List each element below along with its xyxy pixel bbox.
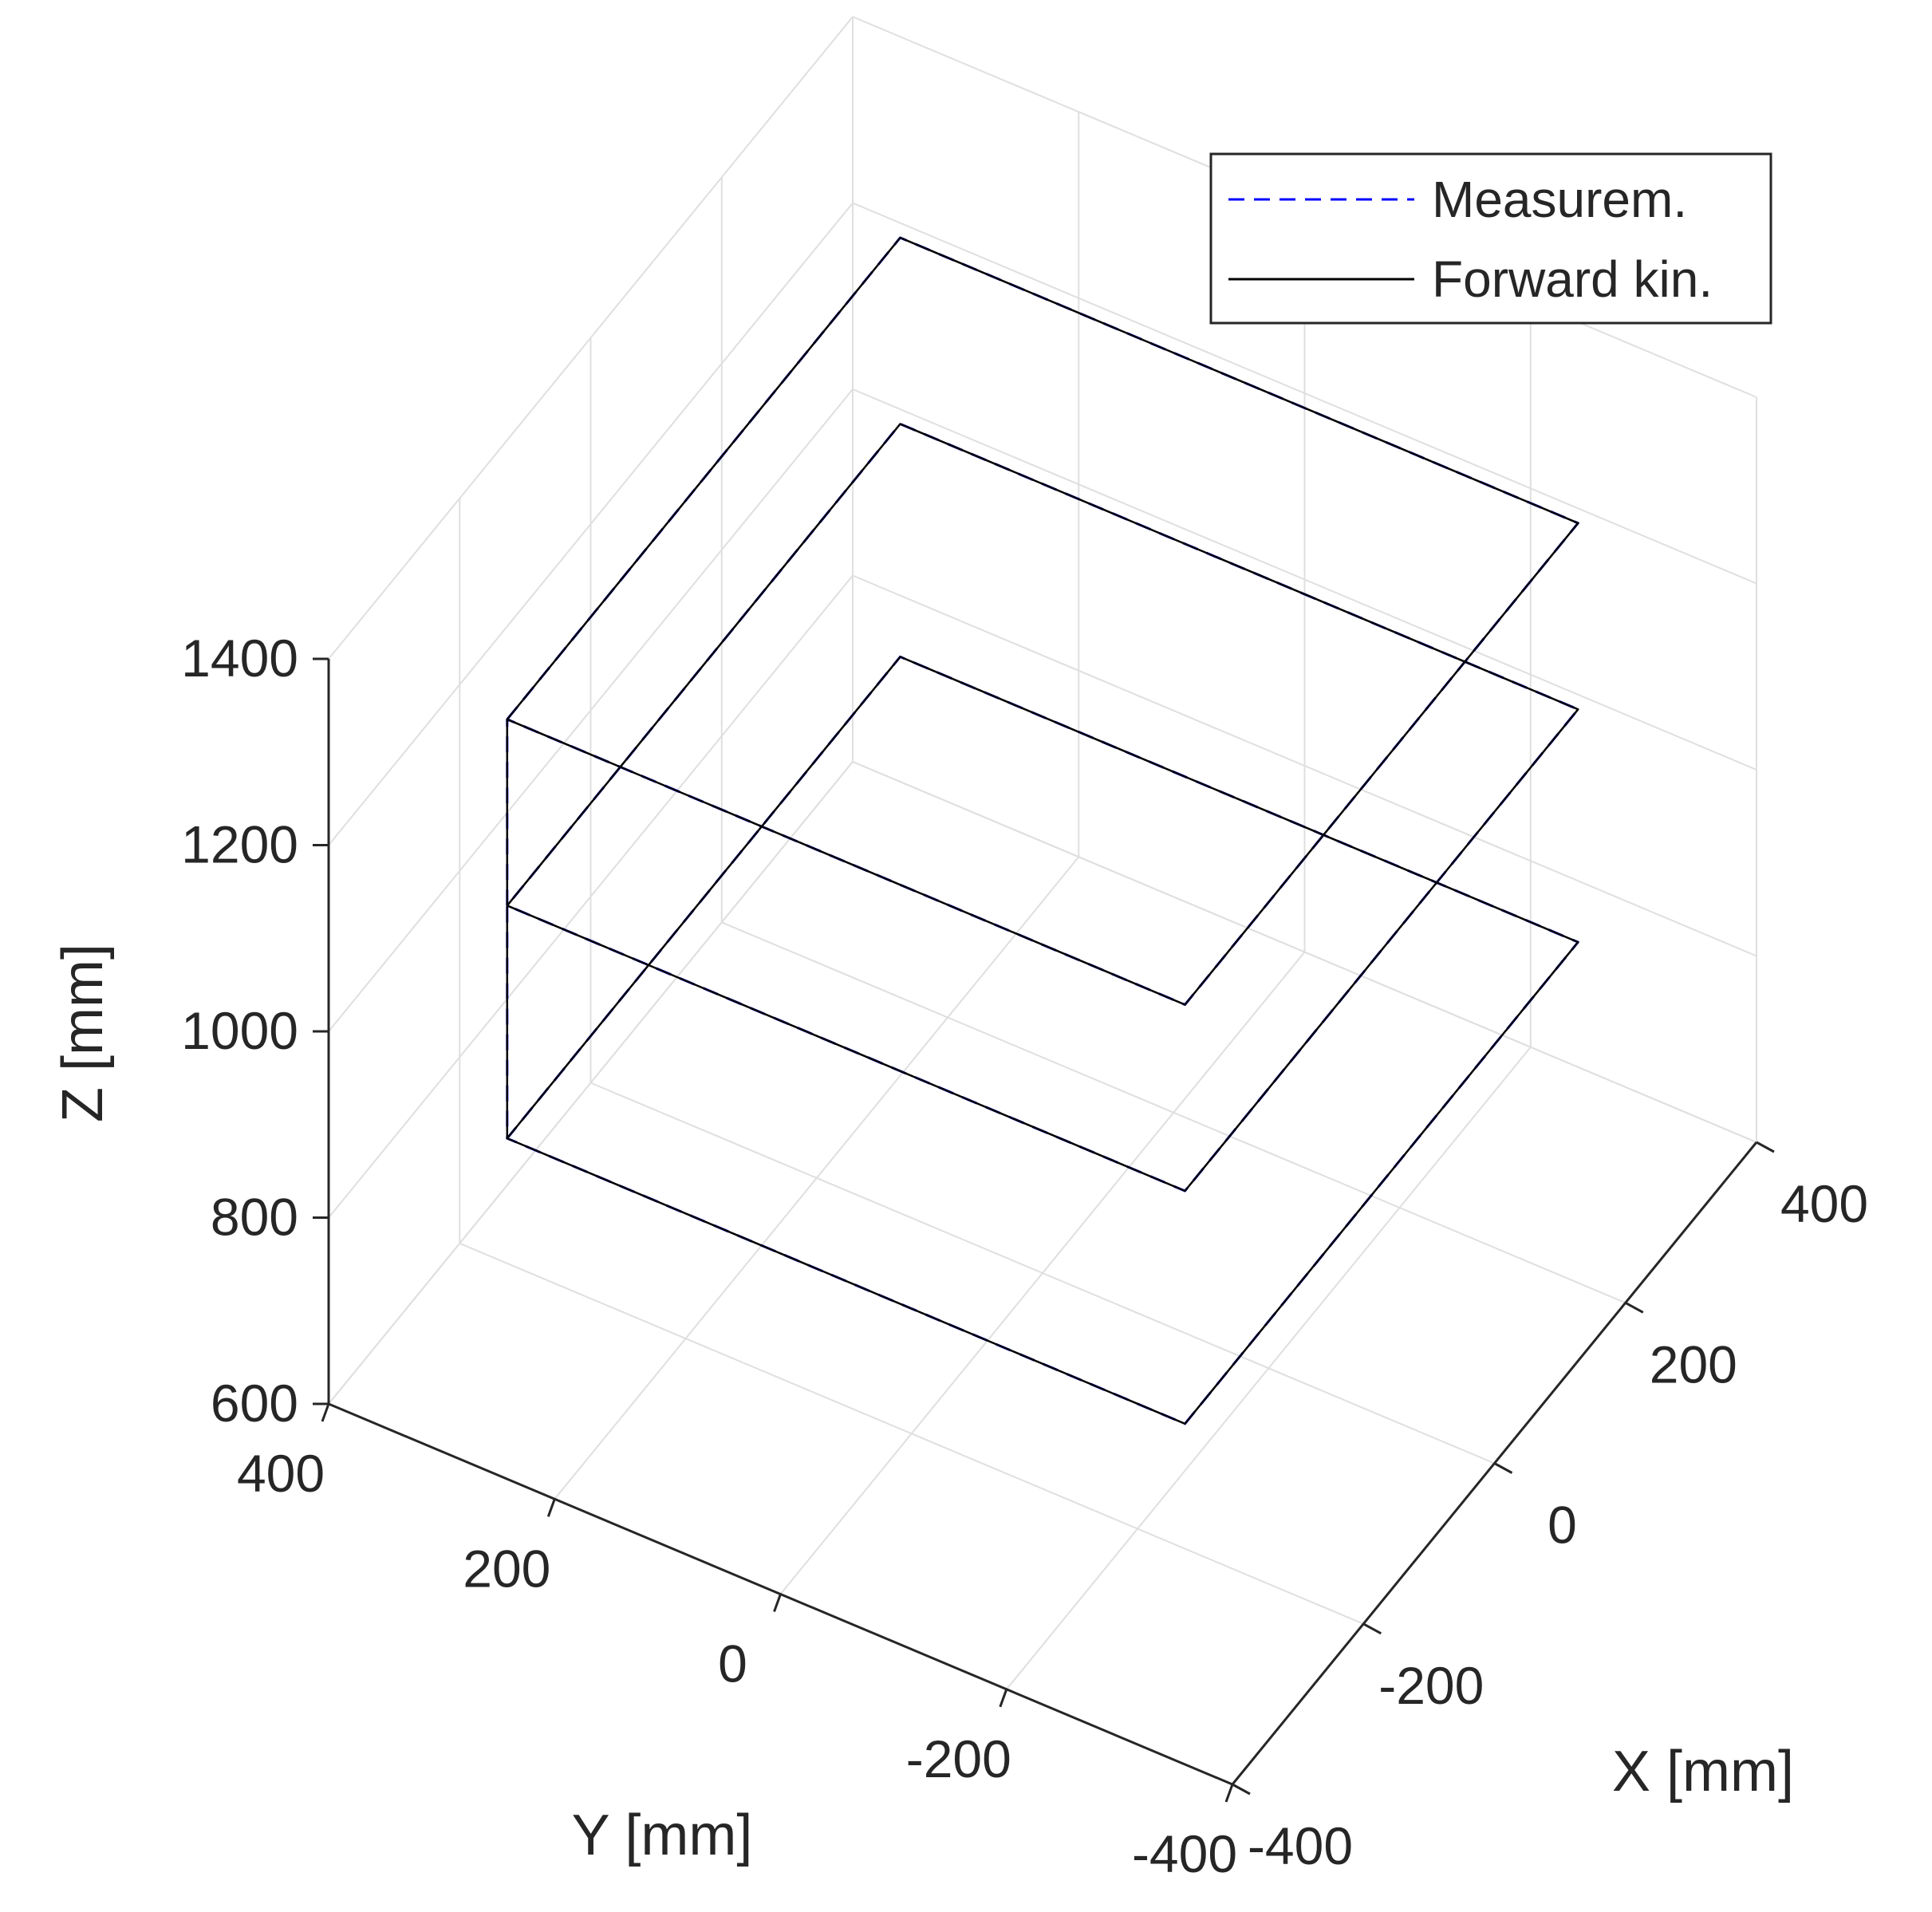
z-tick-label: 1000 [181, 1001, 298, 1060]
grid-line-backwall-y-z [328, 202, 854, 846]
z-tick-label: 800 [211, 1188, 298, 1247]
grid-lines [328, 16, 1757, 1785]
z-tick-label: 600 [211, 1374, 298, 1433]
grid-line-backwall-x-z [852, 388, 1757, 771]
z-tick-label: 1400 [181, 629, 298, 688]
x-tick-mark [1493, 1462, 1513, 1474]
series-line-measurement [506, 236, 1579, 1425]
legend-label-measurement: Measurem. [1432, 171, 1687, 228]
grid-line-backwall-y-z [328, 16, 854, 660]
grid-line-backwall-x-z [852, 761, 1757, 1143]
x-tick-mark [1756, 1141, 1775, 1153]
y-tick-mark [1224, 1784, 1234, 1803]
grid-line-floor-y [779, 951, 1306, 1595]
series-line-forward-kin [506, 236, 1579, 1425]
grid-line-backwall-x-z [852, 202, 1757, 585]
y-tick-mark [546, 1498, 556, 1517]
tick-labels: 600 800 1000 1200 1400 -400 -200 0 200 400 -400 -20… [181, 629, 1868, 1883]
x-tick-label: -400 [1248, 1816, 1353, 1875]
y-tick-mark [773, 1593, 782, 1613]
grid-line-backwall-y-z [328, 761, 854, 1405]
z-tick-label: 1200 [181, 815, 298, 874]
x-axis-title: X [mm] [1612, 1740, 1794, 1804]
legend-box [1209, 152, 1772, 325]
x-tick-mark [1625, 1301, 1644, 1314]
y-tick-label: -200 [906, 1729, 1011, 1788]
legend: Measurem. Forward kin. [1209, 152, 1772, 325]
grid-line-floor-y [1006, 1047, 1532, 1690]
grid-line-backwall-y-z [328, 388, 854, 1032]
grid-line-backwall-x-z [852, 574, 1757, 957]
z-axis-title: Z [mm] [51, 944, 115, 1122]
y-tick-mark [999, 1689, 1008, 1708]
y-tick-label: -400 [1132, 1824, 1237, 1883]
y-tick-label: 200 [463, 1539, 550, 1598]
x-tick-label: 400 [1780, 1174, 1868, 1233]
x-tick-label: 0 [1548, 1496, 1577, 1555]
legend-label-forward-kin: Forward kin. [1432, 250, 1713, 308]
y-axis-title: Y [mm] [572, 1804, 753, 1867]
grid-line-floor-y [554, 856, 1080, 1500]
x-tick-mark [1232, 1783, 1251, 1796]
x-tick-label: 200 [1650, 1334, 1737, 1394]
grid-line-backwall-y-z [328, 574, 854, 1219]
x-tick-label: -200 [1378, 1656, 1484, 1715]
x-tick-mark [1362, 1622, 1382, 1635]
y-tick-label: 0 [718, 1634, 747, 1693]
axes [313, 657, 1775, 1803]
y-tick-label: 400 [237, 1444, 325, 1503]
y-tick-mark [321, 1403, 330, 1422]
data-series [506, 236, 1579, 1425]
